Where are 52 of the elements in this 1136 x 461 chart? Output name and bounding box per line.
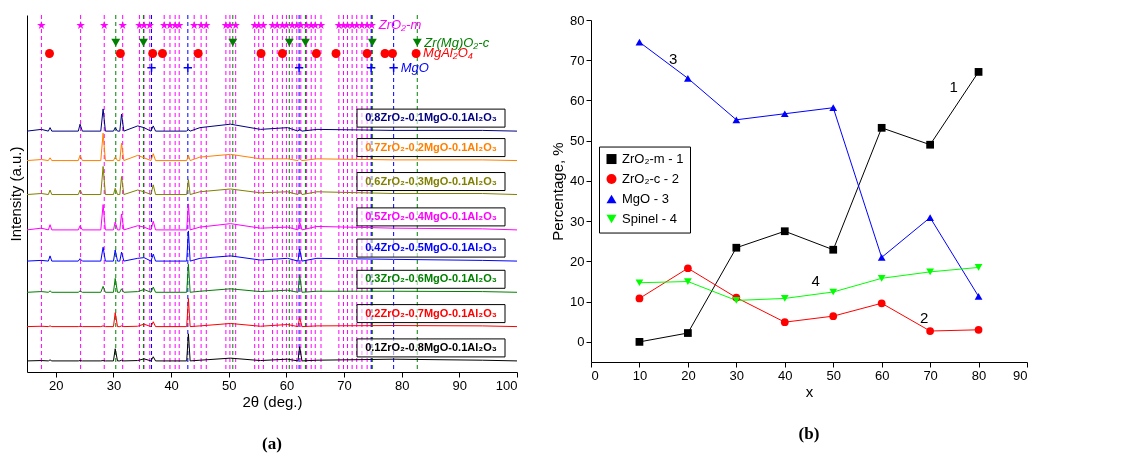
x-tick-label: 70 <box>337 377 352 393</box>
x-tick-label: 20 <box>681 367 696 383</box>
x-tick-label: 30 <box>106 377 122 393</box>
y-tick-label: 30 <box>570 213 585 229</box>
y-tick-label: 10 <box>570 294 585 310</box>
x-tick-label: 60 <box>279 377 295 393</box>
x-tick-label: 80 <box>394 377 410 393</box>
x-tick-label: 20 <box>49 377 64 393</box>
x-tick-label: 50 <box>826 367 841 383</box>
annotation: 3 <box>669 49 678 67</box>
annotation: 2 <box>919 309 929 327</box>
series-label: ZrO₂-m <box>377 17 422 33</box>
x-tick-label: 80 <box>971 367 987 383</box>
x-tick-label: 40 <box>164 377 179 393</box>
x-tick-label: 40 <box>778 367 793 383</box>
y-axis-title: Intensity (a.u.) <box>6 146 24 242</box>
x-tick-label: 90 <box>452 377 468 393</box>
y-tick-label: 0 <box>577 334 585 350</box>
y-tick-label: 50 <box>570 133 585 149</box>
series-label: 0.4ZrO₂-0.5MgO-0.1Al₂O₃ <box>365 241 497 254</box>
series-label: 0.8ZrO₂-0.1MgO-0.1Al₂O₃ <box>365 111 497 124</box>
series-label: 0.1ZrO₂-0.8MgO-0.1Al₂O₃ <box>365 340 497 353</box>
x-tick-label: 50 <box>222 377 237 393</box>
x-axis-title: 2θ (deg.) <box>242 392 303 410</box>
text: (a) <box>262 434 282 453</box>
series-label: 0.5ZrO₂-0.4MgO-0.1Al₂O₃ <box>365 209 497 222</box>
series-label: 0.3ZrO₂-0.6MgO-0.1Al₂O₃ <box>365 272 497 285</box>
x-tick-label: 30 <box>729 367 745 383</box>
x-tick-label: 10 <box>632 367 648 383</box>
x-tick-label: 70 <box>923 367 938 383</box>
x-tick-label: 0 <box>591 367 599 383</box>
y-tick-label: 40 <box>570 173 585 189</box>
series-label: 0.2ZrO₂-0.7MgO-0.1Al₂O₃ <box>365 306 497 319</box>
annotation: 1 <box>949 78 958 96</box>
y-tick-label: 60 <box>570 92 585 108</box>
series-label: 0.7ZrO₂-0.2MgO-0.1Al₂O₃ <box>365 140 497 153</box>
series-label: 0.6ZrO₂-0.3MgO-0.1Al₂O₃ <box>365 174 497 187</box>
series-label: MgO <box>400 59 429 75</box>
legend-label: Spinel - 4 <box>622 211 677 227</box>
y-tick-label: 70 <box>570 52 585 68</box>
y-tick-label: 80 <box>570 12 585 28</box>
x-tick-label: 90 <box>1013 367 1028 383</box>
x-tick-label: 60 <box>874 367 890 383</box>
x-tick-label: 100 <box>495 377 518 393</box>
y-tick-label: 20 <box>570 253 585 269</box>
text: (b) <box>798 424 820 443</box>
x-axis-title: x <box>805 382 814 400</box>
annotation: 4 <box>811 271 820 289</box>
y-axis-title: Percentage, % <box>549 142 567 241</box>
legend-label: ZrO₂-c - 2 <box>622 171 680 187</box>
legend-label: ZrO₂-m - 1 <box>622 151 684 167</box>
legend-label: MgO - 3 <box>622 191 669 207</box>
